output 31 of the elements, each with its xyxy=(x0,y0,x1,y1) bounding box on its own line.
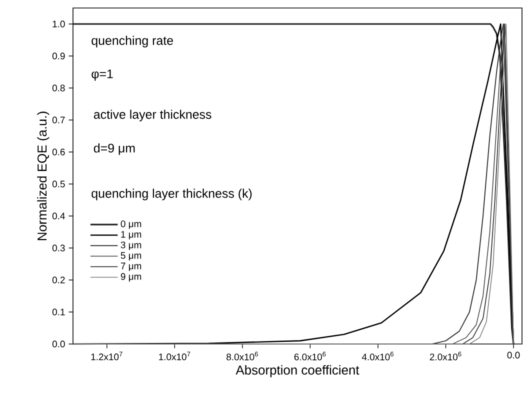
legend-label: 0 μm xyxy=(120,220,142,229)
legend-label: 7 μm xyxy=(120,262,142,272)
legend-title: quenching layer thickness (k) xyxy=(92,188,252,200)
y-tick-label: 0.3 xyxy=(52,244,65,252)
x-tick-label: 4.0x10$^{6}$ xyxy=(362,352,394,360)
x-tick-label: 0.0 xyxy=(507,352,520,358)
legend-label: 5 μm xyxy=(120,252,142,261)
legend-label: 9 μm xyxy=(120,273,142,282)
x-axis-title: Absorption coefficient xyxy=(236,365,360,378)
x-tick-label: 2.0x10$^{6}$ xyxy=(430,352,462,360)
x-tick-label: 1.2x10$^{7}$ xyxy=(91,352,122,360)
y-tick-label: 0.8 xyxy=(52,84,65,92)
legend-label: 1 μm xyxy=(121,231,142,240)
x-tick-label: 1.0x10$^{7}$ xyxy=(159,352,190,360)
legend-label: 3 μm xyxy=(120,242,142,250)
y-tick-label: 0.1 xyxy=(52,308,65,316)
annotation: d=9 μm xyxy=(94,143,135,155)
y-tick-label: 0.2 xyxy=(52,276,65,284)
y-tick-label: 0.6 xyxy=(52,148,65,156)
x-tick-label: 6.0x10$^{6}$ xyxy=(294,352,326,360)
y-tick-label: 0.5 xyxy=(52,180,65,188)
y-tick-label: 0.7 xyxy=(52,116,65,124)
annotation: φ=1 xyxy=(92,70,113,81)
y-tick-label: 0.9 xyxy=(52,52,65,60)
annotation: active layer thickness xyxy=(94,110,212,122)
x-tick-label: 8.0x10$^{6}$ xyxy=(226,352,258,360)
y-tick-label: 1.0 xyxy=(52,20,65,28)
annotation: quenching rate xyxy=(92,36,173,48)
y-tick-label: 0.4 xyxy=(52,212,65,220)
y-tick-label: 0.0 xyxy=(52,340,65,348)
y-axis-title: Normalized EQE (a.u.) xyxy=(37,112,50,240)
